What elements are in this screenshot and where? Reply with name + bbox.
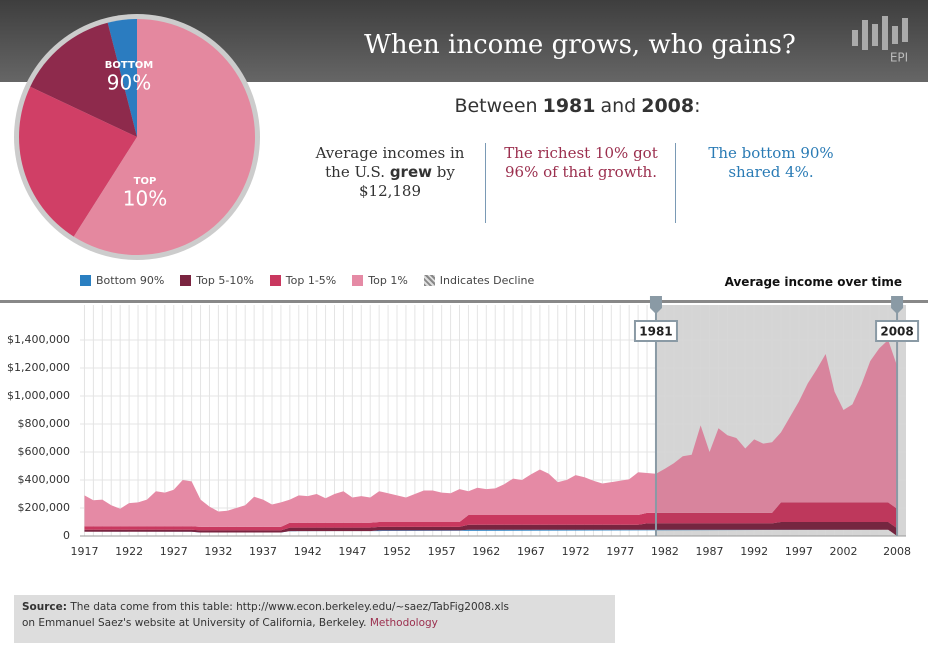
x-tick-label: 1967 [517, 545, 545, 558]
stat-divider [675, 143, 676, 223]
source-text: on Emmanuel Saez's website at University… [22, 617, 367, 629]
y-tick-label: 0 [63, 529, 70, 542]
logo-text: EPI [890, 51, 908, 65]
highlight-box [875, 320, 920, 342]
pie-label-group: TOP [134, 176, 157, 187]
x-tick-label: 1987 [696, 545, 724, 558]
stat-bold: grew [389, 163, 432, 181]
stat: The bottom 90% shared 4%. [708, 144, 834, 181]
x-tick-label: 1917 [70, 545, 98, 558]
y-tick-label: $1,000,000 [7, 389, 70, 402]
pie-label-group: BOTTOM [105, 60, 153, 71]
x-tick-label: 1982 [651, 545, 679, 558]
legend-text: Top 1% [368, 274, 408, 287]
y-tick-label: $800,000 [18, 417, 71, 430]
x-tick-label: 1957 [428, 545, 456, 558]
stat: The richest 10% got 96% of that growth. [504, 144, 658, 181]
legend-swatch [180, 275, 192, 286]
legend-text: Top 1-5% [285, 274, 337, 287]
legend-item: Indicates Decline [423, 274, 535, 287]
x-tick-label: 1932 [204, 545, 232, 558]
area [84, 522, 898, 536]
highlight-shade [655, 305, 906, 536]
legend-swatch [352, 275, 364, 286]
intro-text: Between [454, 95, 538, 117]
intro: Between 1981 and 2008: [330, 95, 830, 117]
source-label: Source: [22, 601, 67, 613]
highlight-label: 1981 [639, 325, 672, 339]
pie-slice [18, 86, 138, 237]
stat-text: Average incomes in the U.S. [315, 144, 465, 181]
x-tick-label: 1972 [562, 545, 590, 558]
legend-item: Bottom 90% [80, 274, 164, 287]
legend-text: Top 5-10% [196, 274, 254, 287]
x-tick-label: 1927 [160, 545, 188, 558]
highlight-pin [649, 296, 662, 314]
source-text: The data come from this table: http://ww… [70, 601, 509, 613]
x-tick-label: 1962 [472, 545, 500, 558]
x-tick-label: 1937 [249, 545, 277, 558]
x-tick-label: 2002 [829, 545, 857, 558]
legend-swatch [423, 275, 435, 286]
legend-text: Bottom 90% [96, 274, 165, 287]
pie-slice [30, 22, 137, 138]
legend-item: Top 1-5% [269, 274, 337, 287]
legend-swatch [269, 275, 281, 286]
x-tick-label: 1922 [115, 545, 143, 558]
x-tick-label: 1997 [785, 545, 813, 558]
pie-label-share: 10% [123, 187, 167, 211]
y-tick-label: $400,000 [18, 473, 71, 486]
divider [0, 300, 928, 303]
highlight-box [633, 320, 678, 342]
pie-slice [107, 19, 137, 137]
x-tick-label: 1947 [338, 545, 366, 558]
legend-swatch [80, 275, 91, 286]
area [84, 502, 898, 531]
methodology-link[interactable]: Methodology [369, 617, 438, 629]
x-tick-label: 1952 [383, 545, 411, 558]
x-tick-label: 1992 [740, 545, 768, 558]
pie-slice [73, 19, 256, 255]
title: When income grows, who gains? [364, 30, 796, 60]
intro-text: and [600, 95, 637, 117]
intro-year: 2008 [641, 95, 695, 117]
chart-title: Average income over time [724, 275, 902, 289]
y-tick-label: $1,200,000 [7, 361, 70, 374]
pie-label-share: 90% [107, 71, 151, 95]
intro-year: 1981 [542, 95, 596, 117]
highlight-pin [891, 296, 904, 314]
legend-text: Indicates Decline [439, 274, 535, 287]
x-tick-label: 1942 [294, 545, 322, 558]
stat-text: by $12,189 [358, 163, 455, 200]
legend: Bottom 90% Top 5-10% Top 1-5% Top 1% Indicat… [80, 274, 534, 287]
x-tick-label: 1977 [606, 545, 634, 558]
y-tick-label: $600,000 [18, 445, 71, 458]
legend-item: Top 1% [352, 274, 408, 287]
highlight-label: 2008 [880, 325, 913, 339]
footer: Source: The data come from this table: h… [14, 595, 615, 643]
y-tick-label: $200,000 [18, 501, 71, 514]
x-tick-label: 2008 [883, 545, 911, 558]
area [84, 340, 898, 527]
y-tick-label: $1,400,000 [7, 333, 70, 346]
stat: Average incomes in the U.S. grew by $12,… [305, 144, 475, 201]
stat-divider [485, 143, 486, 223]
legend-item: Top 5-10% [180, 274, 254, 287]
intro-text: : [694, 95, 701, 117]
logo-icon [852, 16, 908, 50]
